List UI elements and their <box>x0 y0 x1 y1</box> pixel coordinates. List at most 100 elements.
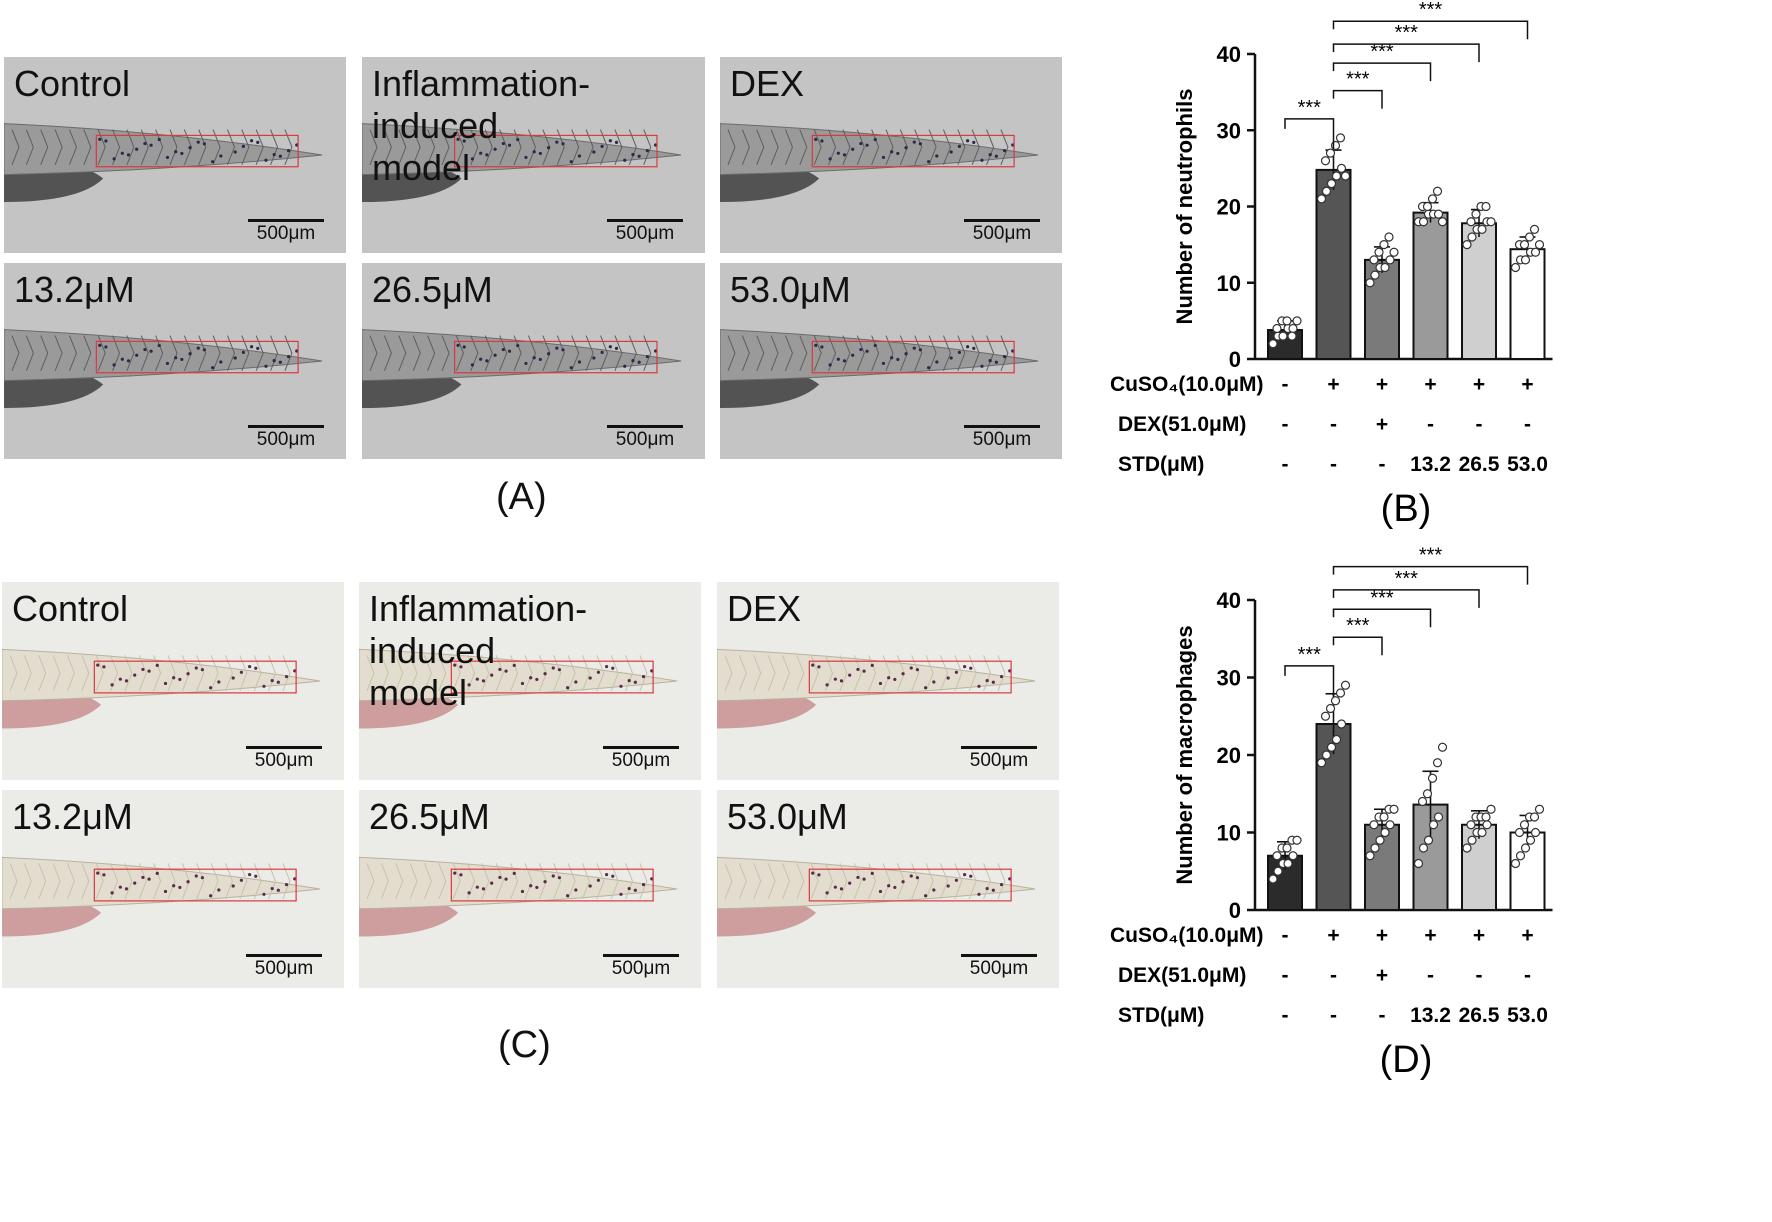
myotome-segment <box>383 335 392 371</box>
labeled-cell <box>98 137 102 141</box>
labeled-cell <box>623 158 627 162</box>
data-point <box>1534 804 1545 814</box>
myotome-segment <box>398 129 407 165</box>
data-point <box>1331 171 1342 181</box>
roi-box <box>454 340 658 374</box>
myotome-segment <box>727 335 736 371</box>
data-point <box>1321 750 1332 760</box>
labeled-cell <box>954 878 958 882</box>
data-point <box>1514 827 1525 838</box>
significance-label: *** <box>1370 587 1394 609</box>
treatment-row-label: DEX(51.0μM) <box>1118 964 1246 987</box>
labeled-cell <box>605 872 609 877</box>
labeled-cell <box>186 672 190 676</box>
treatment-cell: - <box>1282 413 1289 436</box>
image-c-26: 26.5μM 500μm <box>359 790 701 988</box>
myotome-segment <box>66 655 75 692</box>
labeled-cell <box>467 891 471 895</box>
data-point <box>1282 843 1292 853</box>
data-point <box>1336 719 1347 729</box>
data-point <box>1326 179 1337 189</box>
data-point <box>1316 194 1327 204</box>
myotome-segment <box>784 129 793 165</box>
labeled-cell <box>188 352 192 356</box>
myotome-segment <box>438 655 447 692</box>
labeled-cell <box>529 676 533 680</box>
data-point <box>1417 796 1428 807</box>
myotome-segment <box>11 129 20 165</box>
significance-bracket <box>1332 89 1383 109</box>
labeled-cell <box>118 885 122 889</box>
labeled-cell <box>453 871 457 875</box>
labeled-cell <box>811 663 815 667</box>
data-point <box>1331 734 1342 745</box>
scale-bar: 500μm <box>607 219 683 245</box>
labeled-cell <box>623 364 627 368</box>
data-point <box>1525 835 1536 845</box>
bar-DEX <box>1364 258 1400 360</box>
labeled-cell <box>479 151 483 155</box>
scale-bar: 500μm <box>603 746 679 772</box>
labeled-cell <box>932 888 936 892</box>
significance-bracket <box>1284 118 1335 149</box>
myotome-segment <box>398 335 407 371</box>
labeled-cell <box>577 154 582 158</box>
labeled-cell <box>504 877 508 881</box>
data-point <box>1370 843 1380 853</box>
labeled-cell <box>901 880 905 884</box>
labeled-cell <box>915 668 920 672</box>
treatment-row-label: CuSO₄(10.0μM) <box>1110 924 1264 947</box>
myotome-segment <box>796 863 805 900</box>
y-tick-label: 40 <box>1217 588 1241 613</box>
labeled-cell <box>470 363 475 367</box>
significance-bracket <box>1332 43 1480 63</box>
labeled-cell <box>475 677 479 681</box>
labeled-cell <box>977 892 981 896</box>
caption-c: (C) <box>498 1024 551 1066</box>
labeled-cell <box>149 143 153 147</box>
roi-box <box>93 868 297 902</box>
myotome-segment <box>40 129 49 165</box>
labeled-cell <box>969 874 973 878</box>
labeled-cell <box>957 350 961 354</box>
myotome-segment <box>741 335 750 371</box>
labeled-cell <box>241 350 245 354</box>
labeled-cell <box>202 142 207 146</box>
labeled-cell <box>102 665 106 669</box>
labeled-cell <box>637 360 641 364</box>
labeled-cell <box>851 147 855 151</box>
labeled-cell <box>833 677 837 681</box>
data-point <box>1268 874 1278 884</box>
labeled-cell <box>126 153 131 157</box>
myotome-segment <box>54 129 63 165</box>
labeled-cell <box>546 146 551 150</box>
labeled-cell <box>147 877 151 881</box>
labeled-cell <box>557 876 562 880</box>
image-a-control: Control 500μm <box>4 57 346 253</box>
labeled-cell <box>110 683 114 687</box>
significance-label: *** <box>1346 615 1370 637</box>
labeled-cell <box>645 355 649 359</box>
data-point <box>1369 255 1379 265</box>
data-point <box>1418 843 1429 853</box>
data-point <box>1524 232 1535 242</box>
labeled-cell <box>828 157 832 161</box>
labeled-cell <box>966 139 970 143</box>
labeled-cell <box>999 674 1004 679</box>
labeled-cell <box>112 363 116 367</box>
data-point <box>1422 789 1433 799</box>
labeled-cell <box>893 885 897 890</box>
labeled-cell <box>985 887 989 891</box>
data-point <box>1529 224 1540 234</box>
myotome-segment <box>369 335 378 371</box>
data-point <box>1325 703 1336 714</box>
labeled-cell <box>516 343 520 348</box>
treatment-cell: - <box>1427 413 1434 436</box>
labeled-cell <box>520 681 525 686</box>
myotome-segment <box>52 863 61 900</box>
treatment-cell: - <box>1379 453 1386 476</box>
labeled-cell <box>904 146 908 150</box>
y-tick-label: 0 <box>1229 347 1241 372</box>
labeled-cell <box>174 356 178 360</box>
